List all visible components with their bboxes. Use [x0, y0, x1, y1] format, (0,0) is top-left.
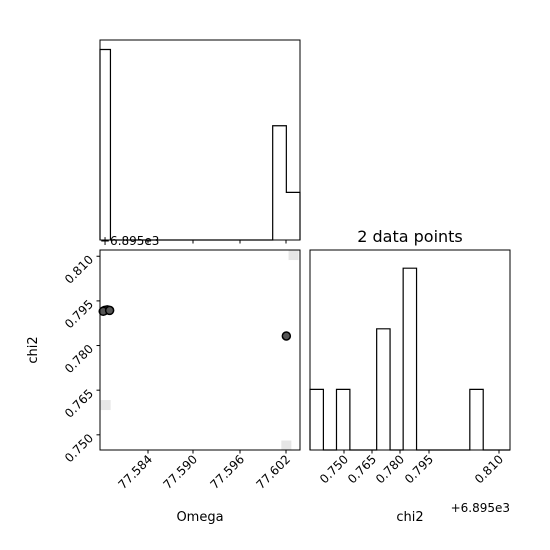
chi2-x-tick-label: 0.765 — [345, 452, 379, 486]
omega-x-tick-label: 77.602 — [254, 452, 294, 492]
y-axis-label-chi2: chi2 — [26, 336, 41, 363]
chi2-hist-steps — [309, 267, 510, 451]
chi2-y-tick-label: 0.795 — [62, 297, 96, 331]
data-point — [104, 305, 115, 316]
density-cell — [288, 250, 299, 261]
chi2-hist-bar — [470, 389, 483, 450]
x-axis-label-chi2: chi2 — [396, 510, 423, 525]
omega-histogram-panel: +6.895e3 — [99, 39, 301, 248]
chi2-x-tick-label: 0.750 — [317, 452, 351, 486]
scatter-panel: 77.584 77.590 77.596 77.602 0.750 0.765 0.780… — [26, 249, 301, 525]
omega-hist-steps — [99, 48, 301, 241]
chi2-y-tick-label: 0.810 — [62, 252, 96, 286]
chart-title: 2 data points — [357, 227, 463, 246]
chi2-y-tick-label: 0.750 — [62, 431, 96, 465]
chi2-hist-bar — [310, 389, 323, 450]
omega-x-tick-label: 77.590 — [161, 452, 201, 492]
chi2-x-tick-label: 0.810 — [472, 452, 506, 486]
x-axis-label-omega: Omega — [176, 510, 223, 525]
chi2-y-tick-label: 0.765 — [62, 386, 96, 420]
chi2-x-tick-label: 0.780 — [373, 452, 407, 486]
omega-x-tick-label: 77.584 — [116, 452, 156, 492]
omega-hist-bar — [100, 50, 110, 240]
chi2-offset-label: +6.895e3 — [451, 501, 510, 515]
omega-hist-bar — [273, 126, 287, 240]
density-cell — [100, 400, 111, 411]
chi2-y-tick-label: 0.780 — [62, 342, 96, 376]
omega-histogram-frame — [99, 39, 301, 241]
density-cell — [281, 440, 292, 451]
chi2-hist-bar — [377, 329, 390, 450]
omega-hist-bar — [286, 192, 300, 240]
chi2-hist-bar — [336, 389, 349, 450]
data-point — [281, 331, 292, 341]
scatter-frame — [99, 249, 301, 451]
chi2-hist-bar — [403, 268, 416, 450]
omega-x-tick-label: 77.596 — [208, 452, 248, 492]
chi2-x-tick-label: 0.795 — [402, 452, 436, 486]
omega-offset-label: +6.895e3 — [100, 234, 159, 248]
chi2-histogram-frame — [309, 249, 511, 451]
